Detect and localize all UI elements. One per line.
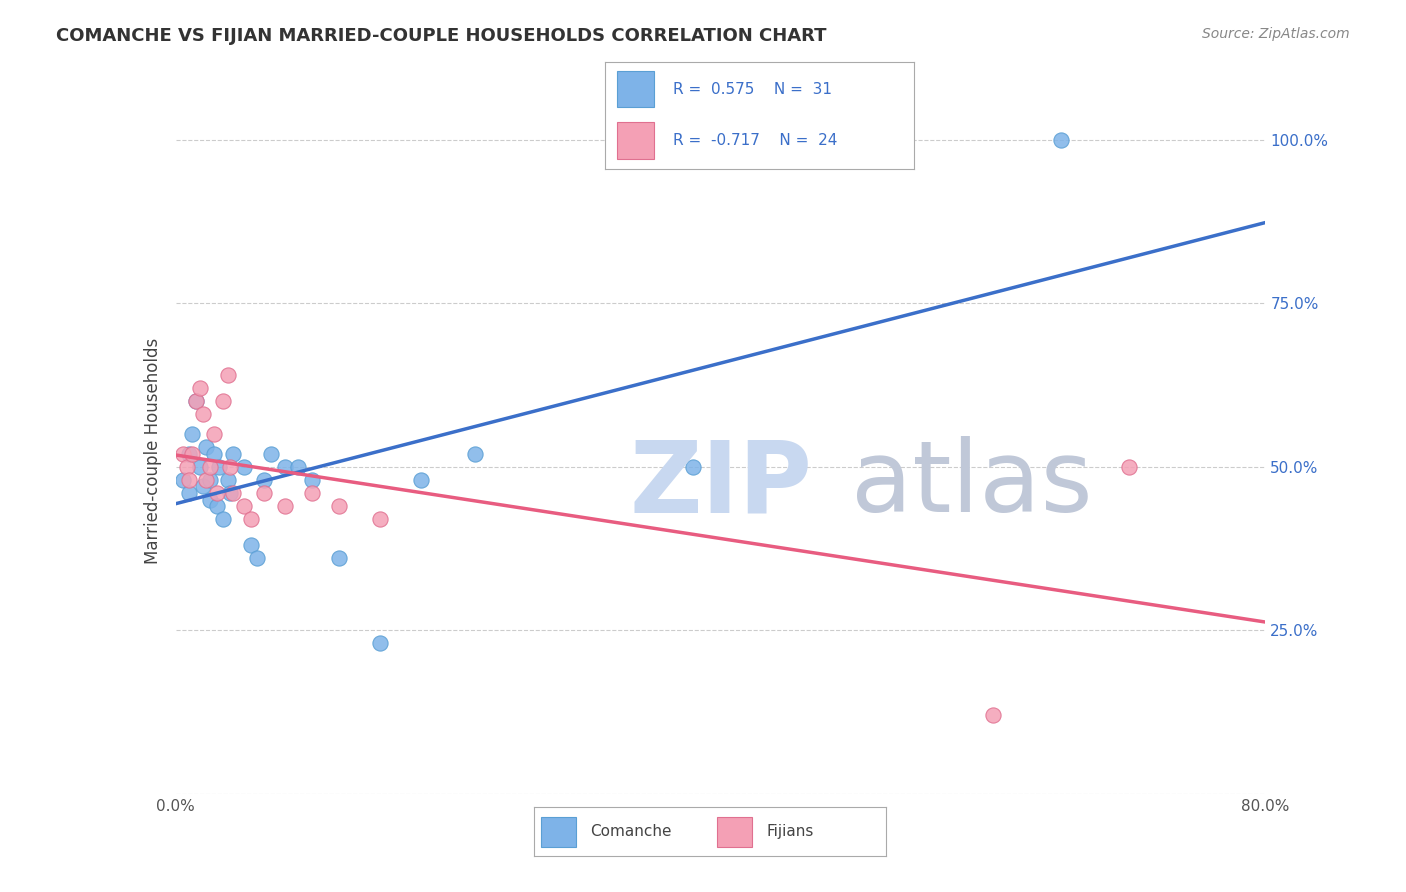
Text: Fijians: Fijians [766,824,814,839]
Point [222,486,245,500]
Point [253,473,276,487]
Point [239,538,262,552]
Point [208,459,231,474]
Point [246,551,269,566]
Point [181,427,204,442]
Point [260,447,283,461]
Point [217,473,239,487]
Point [205,486,228,500]
Point [194,473,217,487]
Point [274,459,297,474]
Point [194,440,217,454]
Point [179,473,201,487]
Text: atlas: atlas [852,436,1092,533]
Point [464,447,486,461]
Point [181,447,204,461]
Point [301,486,323,500]
Point [212,394,235,409]
Text: Comanche: Comanche [591,824,672,839]
Point [274,499,297,513]
Point [301,473,323,487]
Point [198,492,221,507]
Point [232,459,254,474]
Point [217,368,239,383]
Point [188,459,211,474]
Bar [617,122,654,159]
Point [682,459,704,474]
Bar [541,817,576,847]
Point [198,459,221,474]
Text: COMANCHE VS FIJIAN MARRIED-COUPLE HOUSEHOLDS CORRELATION CHART: COMANCHE VS FIJIAN MARRIED-COUPLE HOUSEH… [56,27,827,45]
Point [239,512,262,526]
Point [232,499,254,513]
Bar [717,817,752,847]
Text: Source: ZipAtlas.com: Source: ZipAtlas.com [1202,27,1350,41]
Point [191,408,214,422]
Point [172,447,194,461]
Point [186,394,208,409]
Point [1118,459,1140,474]
Point [179,447,201,461]
Point [202,427,225,442]
Y-axis label: Married-couple Households: Married-couple Households [143,337,162,564]
Point [198,473,221,487]
Point [191,479,214,493]
Point [202,447,225,461]
Point [328,551,350,566]
Bar [617,71,654,107]
Point [219,459,242,474]
Point [176,459,198,474]
Point [368,636,391,650]
Text: R =  0.575    N =  31: R = 0.575 N = 31 [672,82,831,96]
Point [172,473,194,487]
Point [368,512,391,526]
Point [1050,133,1073,147]
Point [205,499,228,513]
Point [188,381,211,395]
Point [179,486,201,500]
Point [222,447,245,461]
Point [212,512,235,526]
Text: ZIP: ZIP [628,436,813,533]
Point [219,486,242,500]
Point [409,473,432,487]
Point [328,499,350,513]
Point [981,708,1004,723]
Text: R =  -0.717    N =  24: R = -0.717 N = 24 [672,133,837,148]
Point [253,486,276,500]
Point [186,394,208,409]
Point [287,459,309,474]
